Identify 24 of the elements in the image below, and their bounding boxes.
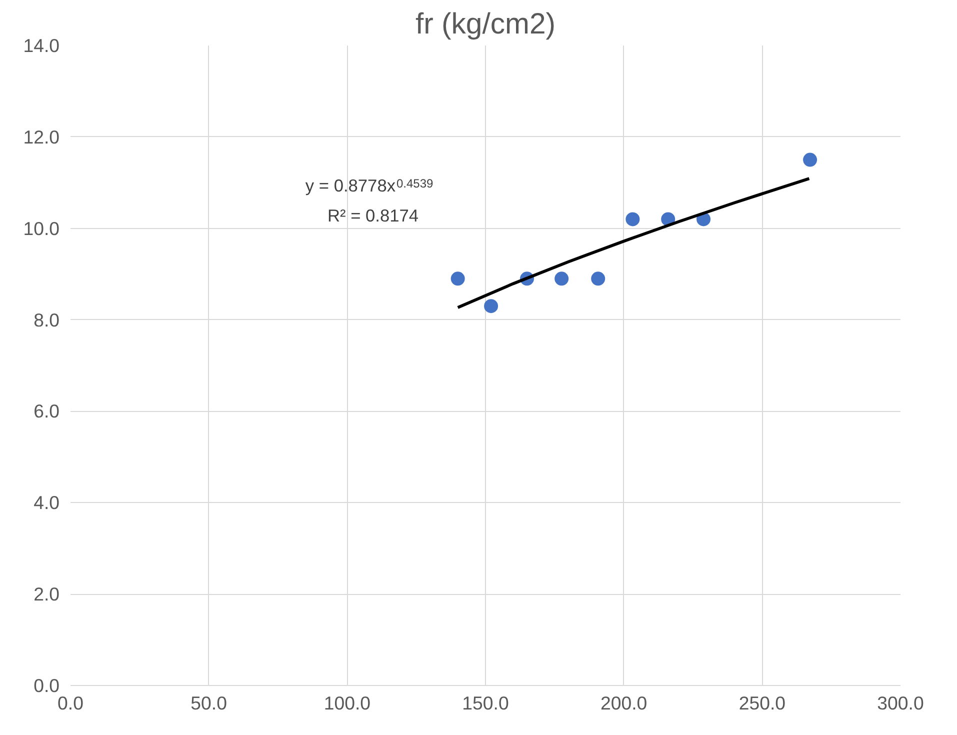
x-tick-label: 150.0 bbox=[462, 692, 509, 714]
point bbox=[450, 272, 465, 286]
y-tick-label: 10.0 bbox=[23, 218, 60, 239]
point bbox=[554, 272, 569, 286]
x-tick-label: 0.0 bbox=[58, 692, 84, 714]
y-tick-label: 4.0 bbox=[34, 492, 60, 514]
annotation: R² = 0.8174 bbox=[327, 206, 419, 226]
y-tick-label: 8.0 bbox=[34, 309, 60, 330]
x-tick-label: 100.0 bbox=[324, 692, 371, 714]
point bbox=[591, 272, 606, 286]
y-tick-label: 0.0 bbox=[34, 675, 60, 696]
x-tick-label: 50.0 bbox=[190, 692, 227, 714]
point bbox=[803, 152, 818, 167]
point bbox=[484, 299, 498, 314]
x-tick-label: 200.0 bbox=[600, 692, 648, 714]
y-tick-label: 14.0 bbox=[23, 35, 60, 56]
point bbox=[626, 212, 640, 226]
y-tick-label: 12.0 bbox=[23, 126, 60, 148]
line-series bbox=[456, 177, 811, 309]
chart-title: fr (kg/cm2) bbox=[415, 8, 556, 40]
y-tick-label: 2.0 bbox=[34, 584, 60, 605]
x-tick-label: 300.0 bbox=[877, 692, 924, 714]
y-tick-label: 6.0 bbox=[34, 400, 60, 422]
x-tick-label: 250.0 bbox=[738, 692, 786, 714]
